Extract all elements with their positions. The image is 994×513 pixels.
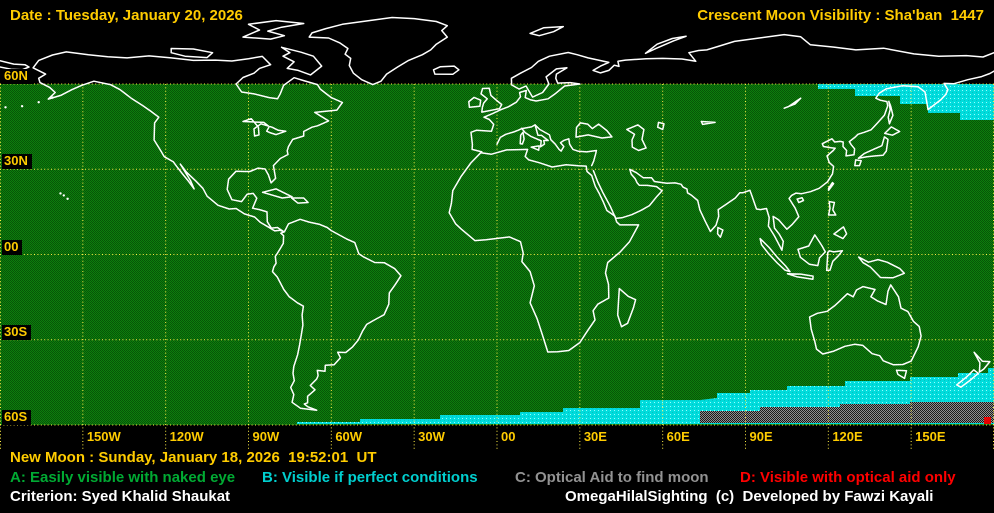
coast-great-britain — [480, 87, 503, 113]
lon-label-120e: 120E — [832, 429, 863, 444]
graticule — [0, 83, 994, 449]
coast-ellesmere-island — [242, 19, 305, 40]
lon-label-90e: 90E — [749, 429, 773, 444]
coast-ireland — [468, 96, 482, 109]
lat-label-60n: 60N — [2, 69, 32, 84]
coast-australia — [808, 284, 922, 366]
coast-africa — [448, 148, 640, 353]
coastlines — [0, 16, 994, 411]
zone-c-optical-aid — [700, 402, 994, 423]
coast-sakhalin — [887, 100, 894, 125]
coast-madagascar — [616, 287, 637, 328]
zone-b-top — [818, 84, 994, 120]
coast-iceland — [432, 65, 460, 76]
lon-label-30w: 30W — [418, 429, 445, 444]
coast-taiwan — [827, 181, 835, 192]
coast-cuba — [261, 188, 293, 199]
coast-hokkaido — [883, 126, 901, 136]
lon-label-30e: 30E — [583, 429, 607, 444]
lat-label-30s: 30S — [2, 324, 32, 340]
coast-svalbard — [529, 25, 565, 37]
coast-novaya-zemlya — [644, 35, 687, 55]
coast-honshu — [857, 136, 889, 159]
lon-label-150e: 150E — [915, 429, 946, 444]
coast-asia-south-coast — [592, 70, 994, 251]
lat-label-60s: 60S — [2, 410, 32, 425]
coast-baffin-island — [280, 46, 323, 76]
coast-lake-balkhash — [700, 120, 716, 126]
coast-greenland — [308, 16, 449, 86]
coast-luzon — [827, 200, 837, 216]
coast-caspian-sea — [626, 124, 647, 152]
coast-new-zealand-south — [955, 369, 980, 388]
coast-europe-arctic-coast — [470, 33, 994, 153]
coast-mediterranean-north-coast — [496, 124, 598, 167]
coast-hainan — [796, 196, 805, 204]
coast-lake-baikal — [783, 97, 802, 109]
coast-kyushu — [854, 159, 862, 167]
coast-sri-lanka — [716, 226, 724, 238]
coast-hispaniola — [290, 197, 309, 204]
new-moon-text: New Moon : Sunday, January 18, 2026 19:5… — [10, 449, 377, 466]
coast-sulawesi — [825, 250, 844, 272]
coast-new-zealand-north — [973, 351, 991, 373]
coast-new-guinea — [857, 256, 906, 279]
lon-label-60e: 60E — [666, 429, 690, 444]
lat-label-00: 00 — [2, 239, 23, 255]
coast-south-america — [271, 218, 402, 411]
coast-black-sea — [575, 122, 613, 139]
zone-d-optical-only — [984, 417, 991, 424]
coast-north-america — [32, 51, 344, 233]
legend-zone-b: B: Visible if perfect conditions — [262, 469, 478, 486]
coast-aral-sea — [656, 121, 665, 131]
coast-italy — [520, 124, 549, 148]
coast-sumatra — [759, 237, 791, 273]
lon-label-120w: 120W — [169, 429, 204, 444]
criterion-text: Criterion: Syed Khalid Shaukat — [10, 488, 231, 505]
coast-tasmania — [895, 369, 908, 380]
coast-mindanao — [833, 226, 848, 240]
coast-borneo — [797, 234, 827, 267]
legend-zone-c: C: Optical Aid to find moon — [515, 469, 709, 486]
lon-label-150w: 150W — [86, 429, 121, 444]
coast-java — [786, 273, 814, 280]
lon-label-90w: 90W — [252, 429, 280, 444]
coast-corsica-sardinia — [519, 131, 525, 145]
header-title: Crescent Moon Visibility : Sha'ban 1447 — [697, 7, 984, 24]
credit-text: OmegaHilalSighting (c) Developed by Fawz… — [565, 488, 934, 505]
coast-sicily — [530, 145, 540, 151]
coast-great-lakes — [242, 117, 287, 137]
lon-label-60w: 60W — [335, 429, 363, 444]
legend-zone-a: A: Easily visible with naked eye — [10, 469, 236, 486]
lat-label-30n: 30N — [2, 154, 32, 170]
legend-zone-d: D: Visible with optical aid only — [740, 469, 956, 486]
header-date: Date : Tuesday, January 20, 2026 — [10, 7, 243, 24]
lon-label-00: 00 — [501, 429, 516, 444]
coast-victoria-island — [170, 47, 214, 59]
